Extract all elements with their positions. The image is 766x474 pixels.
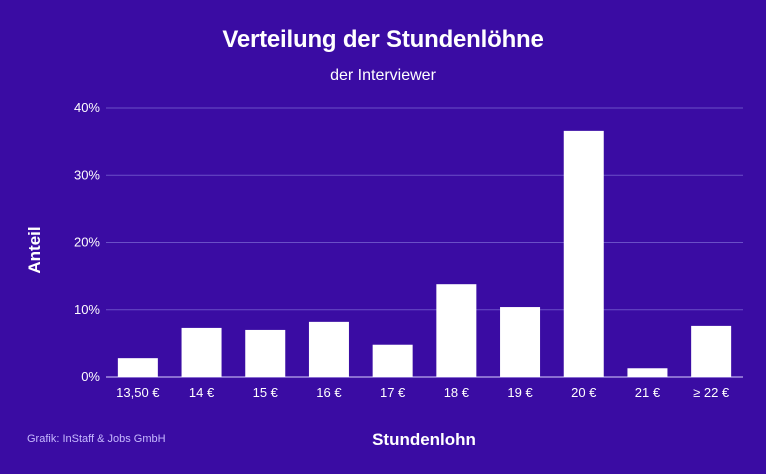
bar [436,284,477,377]
y-tick-label: 30% [74,167,100,182]
x-tick-label: 20 € [571,385,597,400]
x-tick-label: 21 € [635,385,661,400]
y-tick-labels: 0% 10% 20% 30% 40% [74,100,100,384]
chart-subtitle: der Interviewer [330,67,436,84]
bar [181,327,222,377]
chart-title: Verteilung der Stundenlöhne [222,26,544,53]
bars [117,130,732,377]
credit-text: Grafik: InStaff & Jobs GmbH [27,433,166,445]
y-tick-label: 0% [81,369,100,384]
bar [691,325,732,377]
x-tick-label: 16 € [316,385,342,400]
x-tick-label: ≥ 22 € [693,385,730,400]
y-tick-label: 10% [74,302,100,317]
x-tick-labels: 13,50 € 14 € 15 € 16 € 17 € 18 € 19 € 20 € 21 € ≥… [116,385,730,400]
x-tick-label: 15 € [253,385,279,400]
bar [245,329,286,377]
y-tick-label: 20% [74,235,100,250]
x-tick-label: 19 € [507,385,533,400]
bar [308,321,349,377]
x-axis-label: Stundenlohn [372,430,476,449]
x-tick-label: 14 € [189,385,215,400]
x-tick-label: 17 € [380,385,406,400]
x-tick-label: 18 € [444,385,470,400]
bar [372,344,413,377]
bar [500,307,541,377]
bar [117,358,158,377]
bar [627,368,668,377]
y-tick-label: 40% [74,100,100,115]
y-axis-label: Anteil [25,226,44,273]
x-tick-label: 13,50 € [116,385,160,400]
bar [563,130,604,377]
